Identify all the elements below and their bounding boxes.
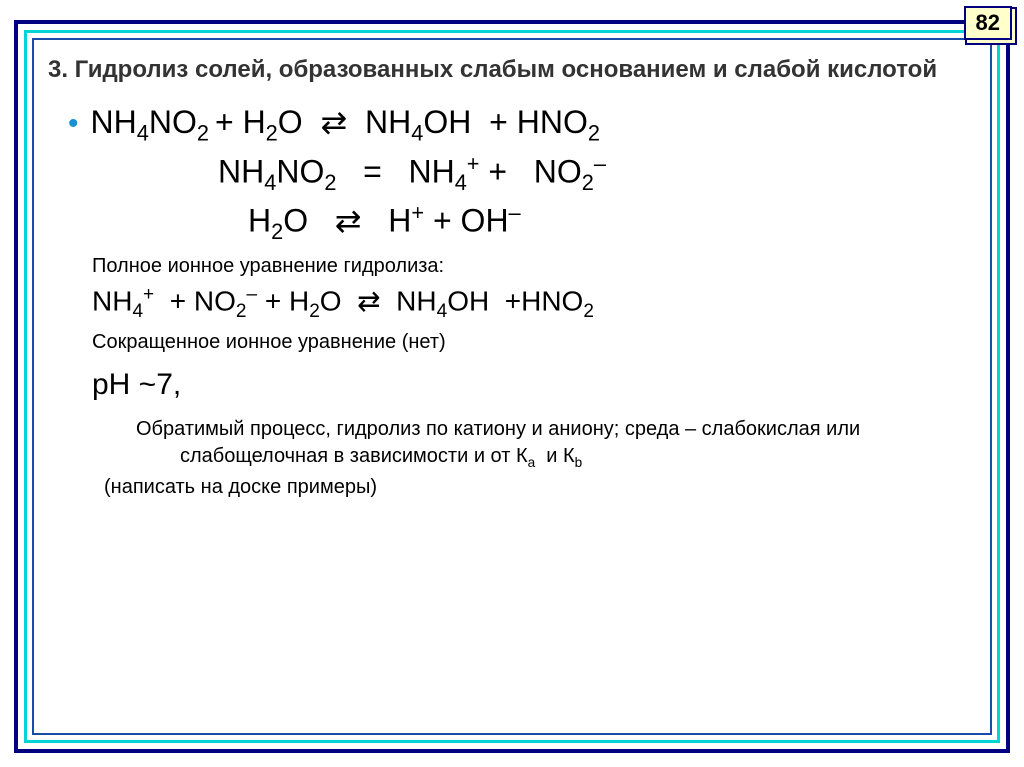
label-full-ionic: Полное ионное уравнение гидролиза: xyxy=(92,255,976,278)
equation-3: H2O ⇄ H+ + OH– xyxy=(248,200,976,245)
equation-1-row: • NH4NO2 + H2O ⇄ NH4OH + HNO2 xyxy=(68,103,976,146)
page-number-badge: 82 xyxy=(964,6,1012,40)
slide-title: 3. Гидролиз солей, образованных слабым о… xyxy=(48,54,976,85)
bullet-icon: • xyxy=(68,109,79,139)
ph-value: pH ~7, xyxy=(92,368,976,402)
equation-1: NH4NO2 + H2O ⇄ NH4OH + HNO2 xyxy=(91,103,600,146)
equation-full-ionic: NH4+ + NO2– + H2O ⇄ NH4OH +HNO2 xyxy=(92,284,976,323)
note-examples: (написать на доске примеры) xyxy=(104,476,976,499)
paragraph-process: Обратимый процесс, гидролиз по катиону и… xyxy=(92,416,976,472)
equation-2: NH4NO2 = NH4+ + NO2– xyxy=(218,151,976,196)
label-short-ionic: Сокращенное ионное уравнение (нет) xyxy=(92,331,976,354)
slide-content: 3. Гидролиз солей, образованных слабым о… xyxy=(48,54,976,727)
